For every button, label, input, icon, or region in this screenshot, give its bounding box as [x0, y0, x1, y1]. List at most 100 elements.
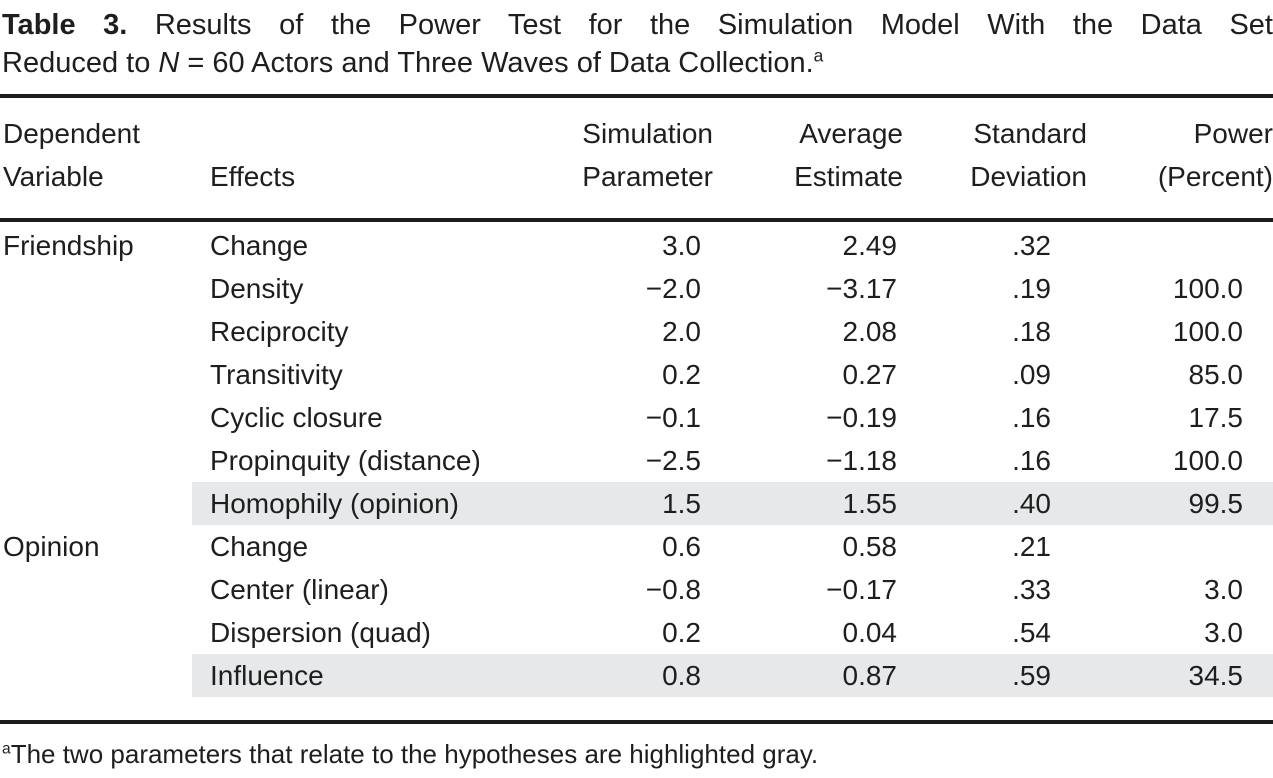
- table-row: Center (linear) −0.8 −0.17 .33 3.0: [0, 568, 1273, 611]
- header-average-estimate: Average Estimate: [715, 98, 905, 218]
- cell-simulation-parameter: 0.2: [662, 359, 701, 390]
- cell-effect: Transitivity: [210, 359, 343, 390]
- cell-effect: Reciprocity: [210, 316, 349, 347]
- cell-simulation-parameter: 3.0: [662, 230, 701, 261]
- table-caption: Table 3. Results of the Power Test for t…: [0, 0, 1273, 82]
- cell-dependent-variable: [0, 611, 192, 654]
- cell-average-estimate: −3.17: [826, 273, 897, 304]
- cell-power-percent: 100.0: [1172, 316, 1243, 347]
- caption-line-2: Reduced to N = 60 Actors and Three Waves…: [2, 44, 1273, 82]
- cell-simulation-parameter: 2.0: [662, 316, 701, 347]
- cell-simulation-parameter: 0.6: [662, 531, 701, 562]
- cell-effect: Propinquity (distance): [210, 445, 481, 476]
- cell-average-estimate: 1.55: [715, 482, 905, 525]
- header-dependent-variable: Dependent Variable: [0, 98, 192, 218]
- cell-power-percent: 34.5: [1090, 654, 1273, 697]
- header-power-percent-line2: (Percent): [1157, 161, 1273, 192]
- caption-footnote-marker: a: [813, 45, 824, 66]
- cell-standard-deviation: .59: [905, 654, 1090, 697]
- header-effects: Effects: [192, 98, 570, 218]
- cell-standard-deviation: .40: [905, 482, 1090, 525]
- cell-effect: Change: [210, 531, 309, 562]
- cell-average-estimate: −0.19: [826, 402, 897, 433]
- cell-power-percent: 3.0: [1204, 574, 1243, 605]
- header-row: Dependent Variable Effects Simulation Pa…: [0, 98, 1273, 218]
- cell-effect: Center (linear): [210, 574, 389, 605]
- cell-power-percent: 99.5: [1090, 482, 1273, 525]
- cell-simulation-parameter: −2.5: [645, 445, 701, 476]
- table-footnote: aThe two parameters that relate to the h…: [2, 737, 1273, 771]
- caption-n-symbol: N: [158, 47, 180, 79]
- table-row: Density −2.0 −3.17 .19 100.0: [0, 267, 1273, 310]
- table-row-highlighted: Homophily (opinion) 1.5 1.55 .40 99.5: [0, 482, 1273, 525]
- table-row: Transitivity 0.2 0.27 .09 85.0: [0, 353, 1273, 396]
- table-header: Dependent Variable Effects Simulation Pa…: [0, 98, 1273, 218]
- table-row: Opinion Change 0.6 0.58 .21: [0, 525, 1273, 568]
- cell-standard-deviation: .54: [1012, 617, 1051, 648]
- cell-average-estimate: 0.04: [842, 617, 898, 648]
- cell-dependent-variable: [0, 439, 192, 482]
- table-number: Table 3.: [2, 9, 128, 41]
- cell-dependent-variable: Friendship: [3, 230, 134, 261]
- divider-header: [0, 218, 1273, 222]
- header-simulation-parameter-line1: Simulation: [582, 118, 713, 149]
- cell-standard-deviation: .09: [1012, 359, 1051, 390]
- header-standard-deviation-line1: Standard: [973, 118, 1087, 149]
- cell-dependent-variable: [0, 310, 192, 353]
- header-simulation-parameter: Simulation Parameter: [570, 98, 715, 218]
- cell-standard-deviation: .33: [1012, 574, 1051, 605]
- cell-standard-deviation: .32: [1012, 230, 1051, 261]
- cell-simulation-parameter: 0.2: [662, 617, 701, 648]
- cell-dependent-variable: [0, 396, 192, 439]
- caption-text-line2-rest: = 60 Actors and Three Waves of Data Coll…: [179, 47, 814, 79]
- cell-power-percent: [1090, 224, 1273, 267]
- divider-bottom: [0, 720, 1273, 724]
- cell-effect: Homophily (opinion): [192, 482, 570, 525]
- divider-top: [0, 94, 1273, 98]
- cell-power-percent: 3.0: [1204, 617, 1243, 648]
- cell-power-percent: 100.0: [1172, 445, 1243, 476]
- table-body: Friendship Change 3.0 2.49 .32 Density −…: [0, 224, 1273, 697]
- header-standard-deviation: Standard Deviation: [905, 98, 1090, 218]
- cell-dependent-variable: [0, 353, 192, 396]
- cell-simulation-parameter: −0.1: [645, 402, 701, 433]
- cell-average-estimate: 0.58: [842, 531, 898, 562]
- header-standard-deviation-line2: Deviation: [970, 161, 1087, 192]
- header-effects-line2: Effects: [210, 161, 296, 192]
- cell-power-percent: 85.0: [1188, 359, 1244, 390]
- caption-text-line2-prefix: Reduced to: [2, 47, 159, 79]
- cell-average-estimate: 0.27: [842, 359, 898, 390]
- cell-simulation-parameter: −2.0: [645, 273, 701, 304]
- cell-standard-deviation: .18: [1012, 316, 1051, 347]
- cell-dependent-variable: [0, 267, 192, 310]
- cell-dependent-variable: [0, 482, 192, 525]
- header-average-estimate-line2: Estimate: [794, 161, 903, 192]
- cell-standard-deviation: .19: [1012, 273, 1051, 304]
- cell-dependent-variable: [0, 654, 192, 697]
- cell-simulation-parameter: 0.8: [570, 654, 715, 697]
- header-dependent-variable-line1: Dependent: [3, 118, 141, 149]
- table-row: Reciprocity 2.0 2.08 .18 100.0: [0, 310, 1273, 353]
- header-effects-line1: [210, 112, 570, 155]
- cell-simulation-parameter: 1.5: [570, 482, 715, 525]
- table-row-highlighted: Influence 0.8 0.87 .59 34.5: [0, 654, 1273, 697]
- cell-effect: Dispersion (quad): [210, 617, 431, 648]
- footnote-text: The two parameters that relate to the hy…: [10, 739, 819, 769]
- header-simulation-parameter-line2: Parameter: [582, 161, 713, 192]
- cell-standard-deviation: .21: [1012, 531, 1051, 562]
- cell-effect: Change: [210, 230, 309, 261]
- table-row: Cyclic closure −0.1 −0.19 .16 17.5: [0, 396, 1273, 439]
- table-row: Dispersion (quad) 0.2 0.04 .54 3.0: [0, 611, 1273, 654]
- cell-standard-deviation: .16: [1012, 402, 1051, 433]
- table-row: Friendship Change 3.0 2.49 .32: [0, 224, 1273, 267]
- cell-average-estimate: 2.49: [842, 230, 898, 261]
- cell-effect: Influence: [192, 654, 570, 697]
- cell-power-percent: 100.0: [1172, 273, 1243, 304]
- cell-dependent-variable: Opinion: [3, 531, 100, 562]
- cell-effect: Density: [210, 273, 304, 304]
- cell-power-percent: 17.5: [1188, 402, 1244, 433]
- cell-simulation-parameter: −0.8: [645, 574, 701, 605]
- table-row: Propinquity (distance) −2.5 −1.18 .16 10…: [0, 439, 1273, 482]
- cell-standard-deviation: .16: [1012, 445, 1051, 476]
- cell-power-percent: [1090, 525, 1273, 568]
